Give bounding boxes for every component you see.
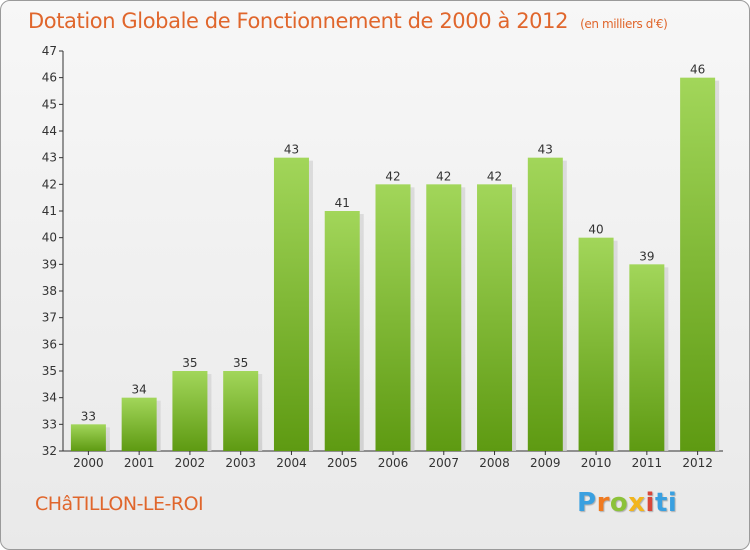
x-tick-label: 2012	[682, 456, 713, 470]
y-tick-label: 47	[42, 44, 57, 58]
bar	[70, 424, 106, 451]
bar	[223, 371, 259, 451]
logo-letter: o	[609, 488, 629, 518]
y-tick-label: 37	[42, 311, 57, 325]
bars	[70, 77, 720, 452]
logo-letter: i	[667, 488, 678, 518]
x-tick-label: 2000	[73, 456, 104, 470]
data-labels: 33 34 35 35 43 41 42 42 42 43 40 39 46	[81, 63, 706, 424]
chart-title: Dotation Globale de Fonctionnement de 20…	[28, 9, 668, 33]
x-tick-label: 2004	[276, 456, 307, 470]
bar	[172, 371, 208, 451]
bar-value-label: 43	[284, 143, 299, 157]
bar-value-label: 41	[335, 196, 350, 210]
bar-value-label: 40	[588, 223, 603, 237]
bar-value-label: 42	[385, 169, 400, 183]
x-tick-label: 2005	[327, 456, 358, 470]
bar	[477, 184, 513, 452]
x-tick-label: 2001	[124, 456, 155, 470]
x-tick-label: 2009	[530, 456, 561, 470]
logo-letter: r	[596, 488, 610, 518]
y-tick-label: 38	[42, 284, 57, 298]
x-tick-label: 2006	[378, 456, 409, 470]
y-tick-label: 42	[42, 177, 57, 191]
bar	[680, 77, 716, 452]
axes: 32 33 34 35 36 37 38 39 40 41 42 43 44 45 46 47 2000 2001…	[42, 44, 723, 470]
y-tick-label: 44	[42, 124, 57, 138]
logo-letter: x	[628, 488, 646, 518]
y-tick-label: 32	[42, 444, 57, 458]
bar-value-label: 35	[182, 356, 197, 370]
title-text: Dotation Globale de Fonctionnement de 20…	[28, 9, 569, 33]
bar	[527, 157, 563, 451]
bar-value-label: 39	[639, 249, 654, 263]
bar	[426, 184, 462, 452]
x-tick-label: 2007	[428, 456, 459, 470]
logo-letter: t	[654, 488, 668, 518]
bar-value-label: 42	[487, 169, 502, 183]
logo-letter: P	[577, 488, 597, 518]
y-tick-label: 45	[42, 97, 57, 111]
proxiti-logo: Proxiti	[577, 488, 677, 518]
bar-value-label: 46	[690, 63, 705, 77]
y-tick-label: 33	[42, 417, 57, 431]
y-tick-label: 36	[42, 337, 57, 351]
bar	[324, 211, 360, 451]
y-tick-label: 43	[42, 151, 57, 165]
y-tick-label: 46	[42, 71, 57, 85]
units-label: (en milliers d'€)	[580, 17, 668, 31]
x-tick-label: 2010	[581, 456, 612, 470]
y-tick-label: 34	[42, 391, 57, 405]
bar	[375, 184, 411, 452]
x-tick-label: 2008	[479, 456, 510, 470]
bar-value-label: 33	[81, 409, 96, 423]
bar-value-label: 34	[132, 383, 147, 397]
commune-name: CHâTILLON-LE-ROI	[35, 493, 204, 515]
y-tick-label: 40	[42, 231, 57, 245]
logo-letter: i	[645, 488, 655, 518]
y-tick-label: 39	[42, 257, 57, 271]
x-tick-label: 2011	[632, 456, 663, 470]
bar	[121, 397, 157, 451]
x-tick-label: 2002	[175, 456, 206, 470]
y-tick-label: 41	[42, 204, 57, 218]
bar	[578, 237, 614, 451]
bar-value-label: 42	[436, 169, 451, 183]
x-tick-label: 2003	[225, 456, 256, 470]
bar	[629, 264, 665, 451]
bar	[273, 157, 309, 451]
y-tick-label: 35	[42, 364, 57, 378]
bar-value-label: 35	[233, 356, 248, 370]
bar-value-label: 43	[538, 143, 553, 157]
